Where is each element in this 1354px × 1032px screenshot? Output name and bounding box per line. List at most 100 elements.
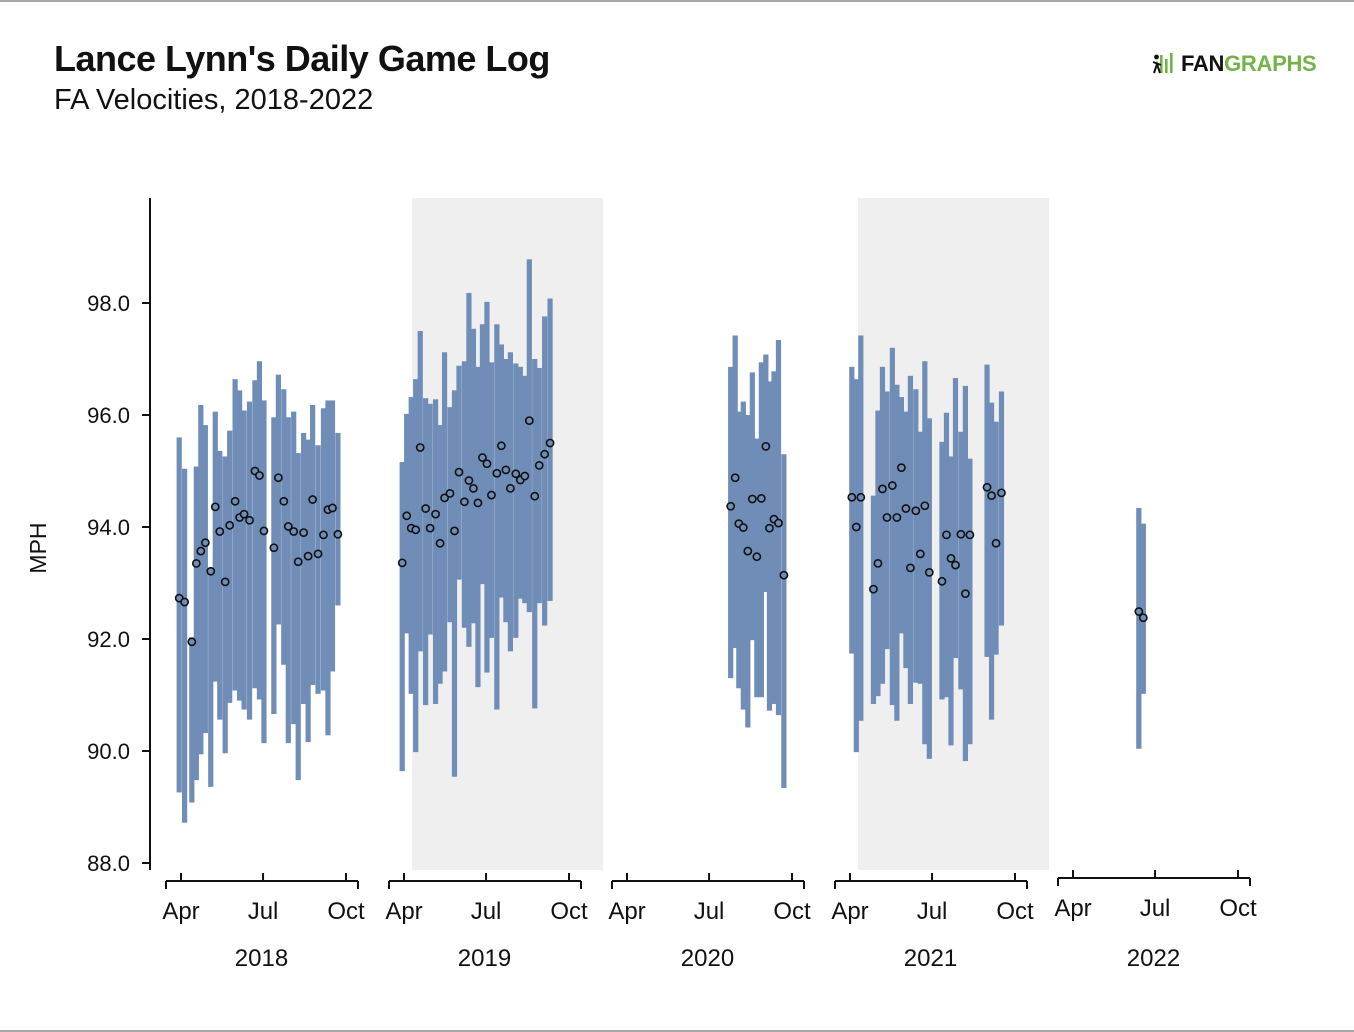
x-tick-label: Oct [550, 898, 588, 925]
avg-velocity-point [431, 509, 440, 519]
avg-velocity-point [180, 597, 190, 607]
velocity-range-bar [526, 259, 532, 613]
velocity-range-bar [745, 415, 751, 728]
velocity-range-bar [417, 331, 423, 652]
avg-velocity-point [511, 469, 521, 479]
avg-velocity-point [445, 488, 455, 498]
avg-velocity-point [924, 567, 934, 577]
velocity-range-bar [222, 456, 228, 754]
velocity-range-bar [522, 375, 528, 604]
velocity-range-bar [475, 366, 481, 688]
avg-velocity-point [460, 497, 469, 507]
avg-velocity-point [534, 460, 544, 470]
velocity-range-bar [766, 381, 773, 711]
avg-velocity-point [747, 494, 757, 504]
avg-velocity-point [210, 502, 220, 512]
x-tick-label: Jul [694, 898, 725, 925]
velocity-range-bar [315, 445, 321, 694]
avg-velocity-point [987, 491, 996, 501]
velocity-range-bar [176, 437, 182, 793]
velocity-range-bar [542, 316, 548, 626]
avg-velocity-point [951, 560, 960, 570]
velocity-range-bar [952, 378, 959, 659]
velocity-range-bar [437, 425, 443, 684]
avg-velocity-point [991, 538, 1001, 548]
avg-velocity-point [313, 549, 323, 559]
avg-velocity-point [435, 538, 445, 548]
avg-velocity-point [487, 490, 496, 500]
velocity-range-bar [781, 454, 787, 788]
velocity-range-bar [208, 572, 214, 787]
avg-velocity-point [245, 515, 254, 525]
velocity-range-bar [484, 301, 490, 673]
avg-velocity-point [191, 559, 201, 568]
velocity-range-bar [427, 403, 433, 635]
avg-velocity-point [496, 441, 506, 451]
velocity-range-bar [513, 363, 519, 638]
velocity-range-bar [198, 404, 204, 755]
avg-velocity-point [774, 518, 783, 528]
avg-velocity-point [303, 551, 313, 561]
velocity-range-bar [232, 379, 238, 691]
avg-velocity-point [283, 522, 293, 531]
velocity-range-bar [423, 398, 429, 706]
x-tick-label: Oct [1219, 895, 1257, 922]
avg-velocity-point [761, 441, 771, 451]
avg-velocity-point [492, 468, 502, 478]
avg-velocity-point [956, 529, 966, 539]
avg-velocity-point [997, 488, 1006, 498]
velocity-range-bar [988, 402, 995, 720]
velocity-range-bar [907, 375, 914, 704]
velocity-range-bar [301, 432, 307, 704]
avg-velocity-point [319, 530, 328, 540]
velocity-range-bar [325, 400, 331, 736]
avg-velocity-point [896, 463, 906, 473]
velocity-range-bar [295, 453, 301, 781]
y-tick-label: 88.0 [87, 851, 130, 876]
avg-velocity-point [738, 523, 748, 532]
avg-velocity-point [397, 558, 407, 568]
avg-velocity-point [942, 530, 951, 540]
avg-velocity-point [402, 511, 412, 521]
logo-graphs-text: GRAPHS [1224, 51, 1317, 76]
year-label-2019: 2019 [458, 945, 511, 972]
avg-velocity-point [915, 549, 925, 559]
velocity-range-bar [943, 412, 950, 698]
avg-velocity-point [524, 416, 534, 425]
x-tick-label: Jul [471, 898, 502, 925]
avg-velocity-point [255, 471, 264, 480]
year-label-2018: 2018 [235, 945, 288, 972]
velocity-range-bar [399, 462, 405, 772]
y-axis-label: MPH [25, 522, 51, 573]
avg-velocity-point [752, 552, 762, 562]
velocity-range-bar [879, 366, 886, 684]
chart-title: Lance Lynn's Daily Game Log [54, 38, 550, 79]
velocity-range-bar [212, 411, 218, 682]
x-tick-label: Apr [608, 898, 645, 925]
avg-velocity-point [873, 559, 883, 568]
fangraphs-logo-icon [1152, 53, 1173, 74]
velocity-range-bar [329, 400, 336, 672]
x-tick-label: Apr [385, 898, 422, 925]
avg-velocity-point [847, 492, 857, 502]
velocity-range-bar [754, 438, 760, 698]
x-tick-label: Jul [1140, 895, 1171, 922]
velocity-range-bar [227, 430, 233, 703]
velocity-range-bar [536, 367, 542, 604]
velocity-range-bar [993, 421, 999, 655]
avg-velocity-point [730, 473, 740, 483]
avg-velocity-point [187, 637, 197, 647]
velocity-range-bar [451, 390, 458, 777]
y-tick-label: 96.0 [87, 403, 130, 428]
velocity-range-bar [894, 384, 900, 721]
avg-velocity-point [851, 522, 861, 532]
avg-velocity-point [726, 501, 736, 511]
avg-velocity-point [779, 570, 789, 580]
velocity-range-bar [182, 468, 188, 823]
velocity-range-bar [984, 364, 990, 657]
velocity-range-bar [488, 362, 495, 638]
avg-velocity-point [239, 509, 249, 519]
x-tick-label: Apr [831, 898, 868, 925]
